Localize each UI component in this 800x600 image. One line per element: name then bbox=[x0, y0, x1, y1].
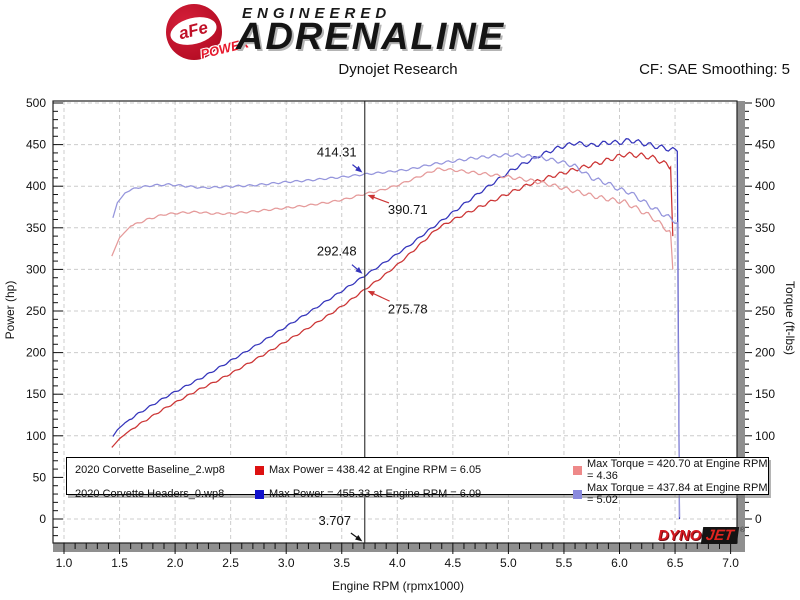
svg-text:150: 150 bbox=[755, 387, 775, 401]
legend-max-torque-text: Max Torque = 420.70 at Engine RPM = 4.36 bbox=[587, 458, 768, 482]
chart-legend: 2020 Corvette Baseline_2.wp8 Max Power =… bbox=[66, 457, 769, 506]
svg-text:100: 100 bbox=[26, 429, 46, 443]
svg-text:4.0: 4.0 bbox=[389, 556, 406, 570]
svg-text:450: 450 bbox=[26, 138, 46, 152]
legend-row-headers: 2020 Corvette Headers_0.wp8 Max Power = … bbox=[67, 482, 768, 506]
plot-frame bbox=[52, 100, 738, 544]
svg-text:50: 50 bbox=[33, 470, 47, 484]
svg-text:5.0: 5.0 bbox=[500, 556, 517, 570]
svg-text:1.0: 1.0 bbox=[56, 556, 73, 570]
legend-max-power-text: Max Power = 438.42 at Engine RPM = 6.05 bbox=[269, 464, 482, 476]
afe-badge-icon: aFe POWER bbox=[166, 4, 250, 62]
svg-text:250: 250 bbox=[26, 304, 46, 318]
legend-run-name: 2020 Corvette Baseline_2.wp8 bbox=[75, 464, 225, 476]
svg-text:3.0: 3.0 bbox=[278, 556, 295, 570]
left-axis-title: Power (hp) bbox=[3, 281, 17, 340]
svg-text:300: 300 bbox=[755, 262, 775, 276]
svg-text:7.0: 7.0 bbox=[722, 556, 739, 570]
svg-text:500: 500 bbox=[755, 96, 775, 110]
power-swatch-baseline-icon bbox=[255, 465, 264, 475]
correction-factor-label: CF: SAE Smoothing: 5 bbox=[639, 61, 790, 78]
afe-brand-logo: aFe POWER ENGINEERED ADRENALINE bbox=[166, 3, 646, 62]
svg-text:400: 400 bbox=[755, 179, 775, 193]
dynojet-logo-part2: JET bbox=[701, 527, 740, 544]
legend-run-name: 2020 Corvette Headers_0.wp8 bbox=[75, 488, 225, 500]
brand-name: ADRENALINE bbox=[236, 16, 506, 58]
svg-text:200: 200 bbox=[755, 346, 775, 360]
svg-text:2.5: 2.5 bbox=[222, 556, 239, 570]
svg-text:5.5: 5.5 bbox=[556, 556, 573, 570]
svg-text:3.5: 3.5 bbox=[333, 556, 350, 570]
svg-text:350: 350 bbox=[755, 221, 775, 235]
svg-text:350: 350 bbox=[26, 221, 46, 235]
brand-tagline: ENGINEERED bbox=[242, 5, 392, 22]
dynojet-logo-part1: DYNO bbox=[658, 527, 702, 544]
registered-mark: ® bbox=[739, 527, 746, 534]
legend-max-torque-text: Max Torque = 437.84 at Engine RPM = 5.02 bbox=[587, 482, 768, 506]
legend-row-baseline: 2020 Corvette Baseline_2.wp8 Max Power =… bbox=[67, 458, 768, 482]
legend-max-power-text: Max Power = 455.33 at Engine RPM = 6.09 bbox=[269, 488, 482, 500]
torque-swatch-headers-icon bbox=[573, 489, 582, 499]
legend-max-torque-group: Max Torque = 437.84 at Engine RPM = 5.02 bbox=[573, 482, 768, 506]
svg-text:200: 200 bbox=[26, 346, 46, 360]
right-axis-title: Torque (ft-lbs) bbox=[783, 281, 797, 355]
chart-title: Dynojet Research bbox=[338, 61, 458, 78]
annotation-label: 3.707 bbox=[318, 513, 351, 528]
annotation-label: 390.71 bbox=[388, 202, 428, 217]
svg-text:400: 400 bbox=[26, 179, 46, 193]
svg-text:300: 300 bbox=[26, 262, 46, 276]
svg-text:4.5: 4.5 bbox=[445, 556, 462, 570]
svg-text:2.0: 2.0 bbox=[167, 556, 184, 570]
annotation-label: 414.31 bbox=[317, 144, 357, 159]
svg-text:250: 250 bbox=[755, 304, 775, 318]
legend-max-torque-group: Max Torque = 420.70 at Engine RPM = 4.36 bbox=[573, 458, 768, 482]
power-swatch-headers-icon bbox=[255, 489, 264, 499]
svg-text:150: 150 bbox=[26, 387, 46, 401]
svg-text:100: 100 bbox=[755, 429, 775, 443]
annotation-label: 275.78 bbox=[388, 302, 428, 317]
legend-max-power-group: Max Power = 438.42 at Engine RPM = 6.05 bbox=[255, 464, 573, 476]
svg-text:6.0: 6.0 bbox=[611, 556, 628, 570]
svg-text:500: 500 bbox=[26, 96, 46, 110]
svg-text:1.5: 1.5 bbox=[111, 556, 128, 570]
legend-max-power-group: Max Power = 455.33 at Engine RPM = 6.09 bbox=[255, 488, 573, 500]
svg-text:0: 0 bbox=[39, 512, 46, 526]
dynojet-logo: DYNO JET ® bbox=[658, 527, 745, 544]
svg-text:6.5: 6.5 bbox=[667, 556, 684, 570]
torque-swatch-baseline-icon bbox=[573, 465, 582, 475]
annotation-label: 292.48 bbox=[317, 244, 357, 259]
svg-text:450: 450 bbox=[755, 138, 775, 152]
svg-text:0: 0 bbox=[755, 512, 762, 526]
x-axis-title: Engine RPM (rpmx1000) bbox=[332, 579, 464, 593]
